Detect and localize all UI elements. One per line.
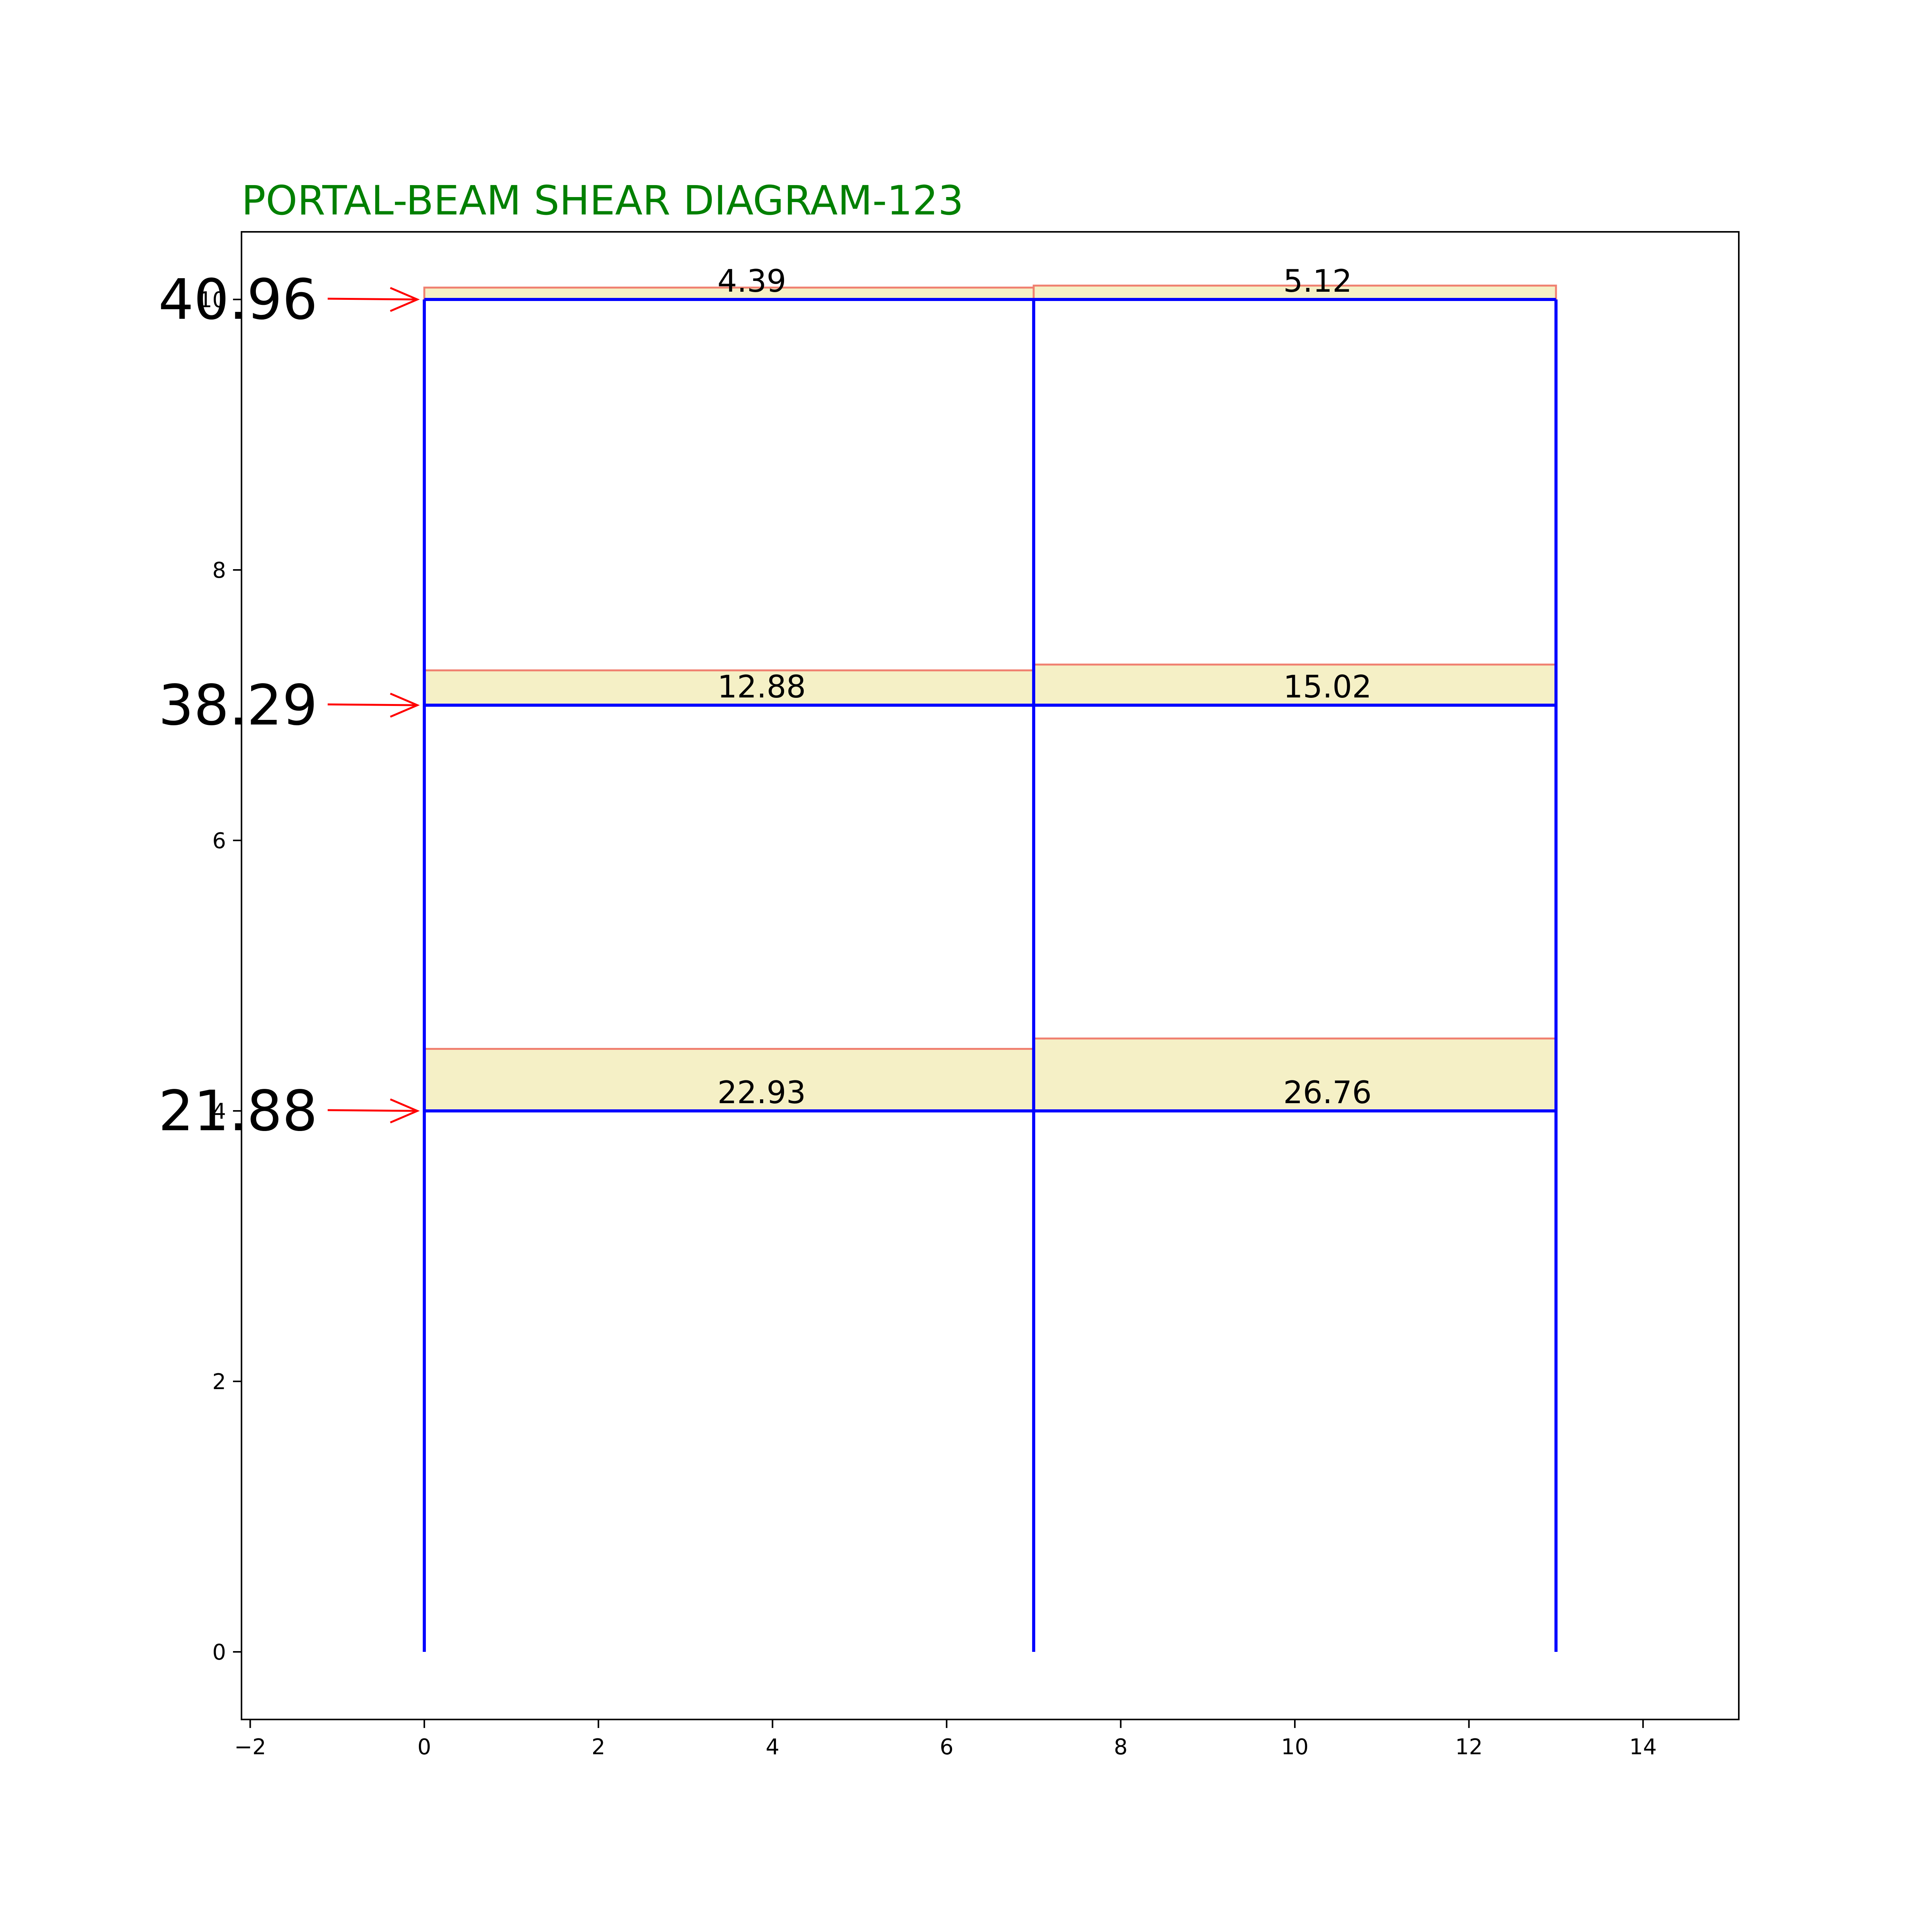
y-tick-label: 2 <box>212 1369 226 1395</box>
load-value-label: 38.29 <box>158 673 318 738</box>
x-tick-label: 2 <box>592 1735 605 1760</box>
load-arrow-head <box>390 287 420 312</box>
x-tick-label: 8 <box>1114 1735 1128 1760</box>
x-tick-label: 10 <box>1281 1735 1308 1760</box>
shear-block <box>1034 286 1556 299</box>
beam-shear-labels: 22.93 26.76 12.88 15.02 4.39 5.12 <box>718 263 1372 1111</box>
shear-block <box>424 1049 1034 1111</box>
x-tick-label: 12 <box>1455 1735 1483 1760</box>
beam-shear-label: 26.76 <box>1283 1075 1372 1111</box>
y-tick-label: 10 <box>199 287 226 313</box>
beam-shear-label: 12.88 <box>718 669 806 705</box>
portal-frame <box>423 298 1558 1652</box>
y-tick-label: 8 <box>212 558 226 583</box>
beam-shear-label: 15.02 <box>1283 669 1372 705</box>
lateral-loads: 40.96 38.29 21.88 <box>158 267 420 1143</box>
load-arrow <box>327 703 418 706</box>
load-arrow <box>327 1109 418 1112</box>
shear-block <box>1034 1038 1556 1111</box>
beam-shear-label: 22.93 <box>718 1075 806 1111</box>
plot-area <box>241 231 1740 1720</box>
axis-ticks: −2 0 2 4 6 8 10 12 14 0 2 4 6 8 10 <box>199 287 1657 1760</box>
beam-shear-label: 4.39 <box>718 263 786 299</box>
shear-block <box>424 670 1034 705</box>
y-tick-label: 6 <box>212 828 226 854</box>
beam-shear-label: 5.12 <box>1283 263 1352 299</box>
x-tick-label: 0 <box>417 1735 431 1760</box>
load-arrow-head <box>390 1098 420 1124</box>
shear-block <box>424 287 1034 299</box>
x-tick-label: 6 <box>940 1735 954 1760</box>
load-value-label: 40.96 <box>158 267 318 332</box>
y-tick-label: 0 <box>212 1640 226 1665</box>
load-value-label: 21.88 <box>158 1078 318 1143</box>
load-arrow-head <box>390 692 420 718</box>
x-tick-label: −2 <box>234 1735 266 1760</box>
shear-block <box>1034 664 1556 705</box>
diagram-title: PORTAL-BEAM SHEAR DIAGRAM-123 <box>242 177 964 224</box>
x-tick-label: 4 <box>765 1735 779 1760</box>
x-tick-label: 14 <box>1629 1735 1657 1760</box>
shear-block-outline <box>1032 284 1557 299</box>
beam-shear-blocks <box>423 284 1557 1111</box>
y-tick-label: 4 <box>212 1099 226 1124</box>
